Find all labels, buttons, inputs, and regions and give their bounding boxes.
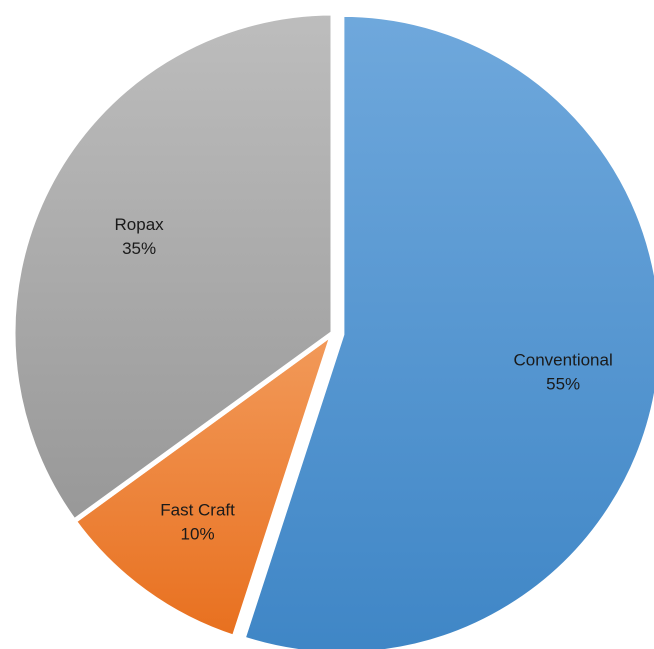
slice-percent-fast-craft: 10% [181, 524, 215, 543]
slice-label-conventional: Conventional [514, 350, 613, 369]
slice-percent-conventional: 55% [546, 374, 580, 393]
slice-label-ropax: Ropax [115, 215, 165, 234]
slice-label-fast-craft: Fast Craft [160, 500, 235, 519]
labels-layer: Conventional 55% Fast Craft 10% Ropax 35% [115, 215, 613, 543]
slices-layer [10, 10, 654, 649]
pie-slice-ropax [10, 10, 336, 525]
pie-slice-conventional [239, 11, 654, 649]
slice-percent-ropax: 35% [122, 239, 156, 258]
pie-slice-fast-craft [70, 326, 338, 641]
